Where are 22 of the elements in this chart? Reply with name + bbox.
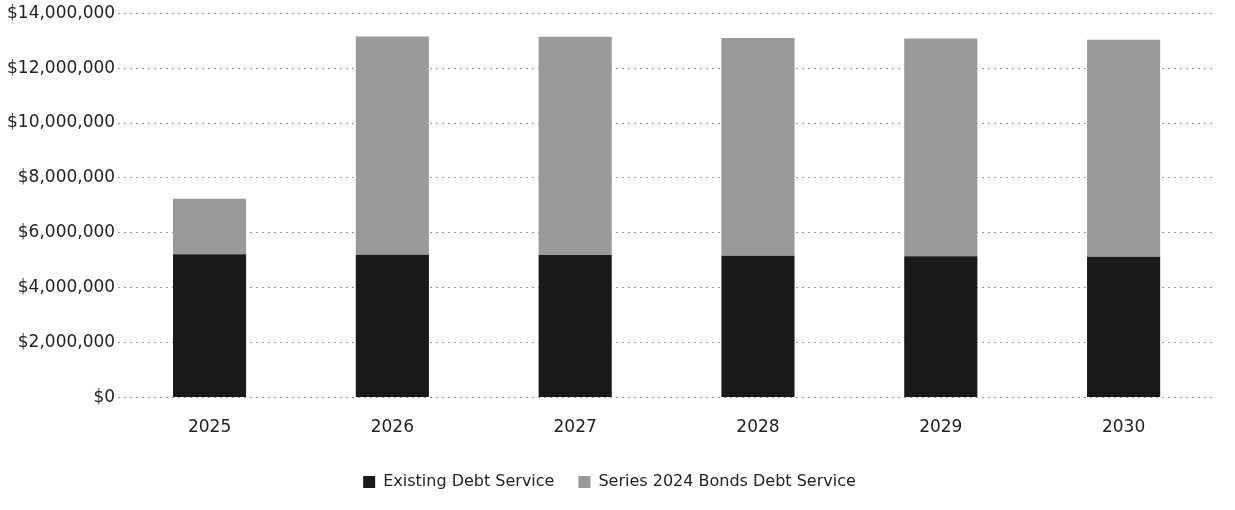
y-tick-label: $4,000,000 — [17, 276, 116, 297]
y-tick-label: $10,000,000 — [6, 111, 116, 132]
y-tick-label: $6,000,000 — [17, 221, 116, 242]
x-tick-label: 2027 — [553, 416, 597, 437]
y-tick-label: $8,000,000 — [17, 166, 116, 187]
y-tick-label: $2,000,000 — [17, 331, 116, 352]
x-tick-label: 2026 — [370, 416, 414, 437]
bar — [904, 256, 978, 398]
bar — [1087, 256, 1161, 398]
legend-label: Series 2024 Bonds Debt Service — [598, 471, 856, 491]
y-tick-label: $14,000,000 — [6, 1, 116, 22]
bar — [721, 255, 795, 398]
y-tick-label: $12,000,000 — [6, 56, 116, 77]
legend-label: Existing Debt Service — [383, 471, 555, 491]
bar — [355, 254, 429, 398]
x-tick-label: 2028 — [736, 416, 780, 437]
y-tick-label: $0 — [93, 386, 116, 407]
x-tick-label: 2030 — [1101, 416, 1146, 437]
x-tick-label: 2029 — [919, 416, 963, 437]
x-tick-label: 2025 — [187, 416, 232, 437]
bar — [172, 254, 247, 398]
bar — [538, 255, 612, 398]
